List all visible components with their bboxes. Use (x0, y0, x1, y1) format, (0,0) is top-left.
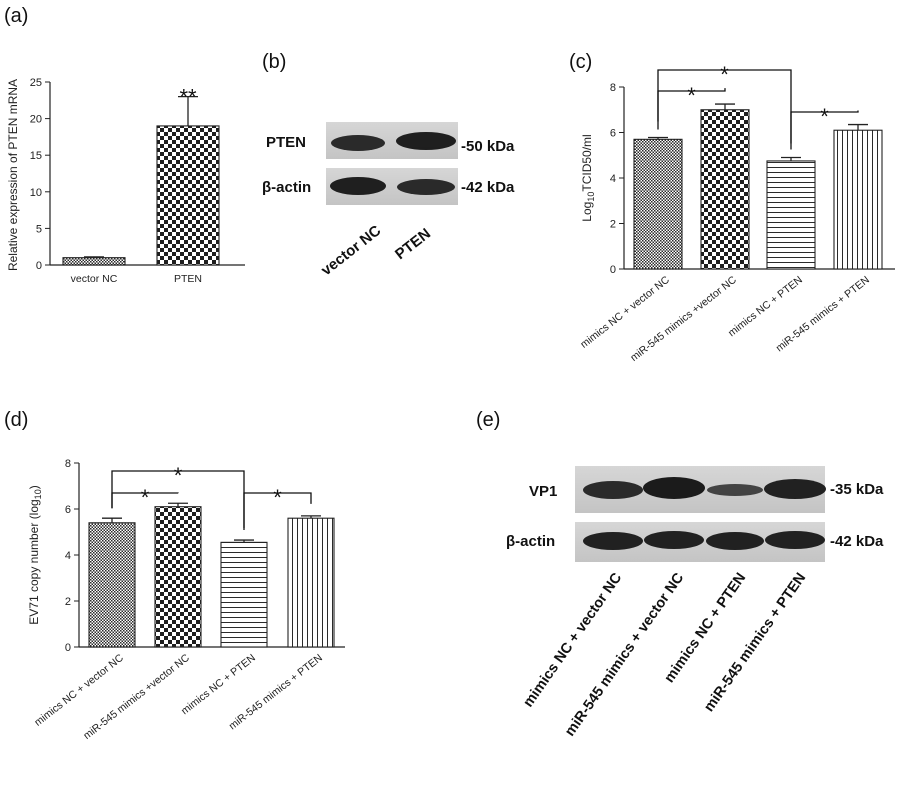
blot-b-actin-band-2 (397, 179, 455, 195)
category-label: miR-545 mimics +vector NC (81, 652, 192, 742)
blot-b-lane-label-pten: PTEN (392, 225, 434, 263)
bar (766, 160, 816, 270)
y-tick-label: 5 (36, 223, 42, 235)
blot-b-row-label-actin: β-actin (262, 179, 311, 196)
blot-b-kda-actin: -42 kDa (461, 179, 515, 196)
bar (154, 506, 202, 648)
panel-d-letter: (d) (4, 409, 28, 431)
blot-e-kda-actin: -42 kDa (830, 533, 884, 550)
significance-star: * (687, 83, 696, 108)
blot-e-actin-band-1 (583, 532, 643, 550)
y-tick-label: 4 (65, 550, 71, 562)
bar (700, 109, 750, 270)
y-tick-label: 25 (30, 77, 42, 89)
panel-e: (e) VP1 β-actin -35 kDa -42 kDa mimics N… (476, 409, 884, 739)
y-tick-label: 8 (65, 458, 71, 470)
blot-e-vp1-band-3 (707, 484, 763, 496)
y-tick-label: 4 (610, 173, 616, 185)
significance-star: * (820, 104, 829, 129)
bar (62, 257, 126, 266)
bar (220, 541, 268, 648)
blot-e-vp1-band-2 (643, 477, 705, 499)
blot-e-actin-band-4 (765, 531, 825, 549)
blot-b-kda-pten: -50 kDa (461, 138, 515, 155)
significance-star: * (141, 485, 150, 510)
blot-e-actin-band-3 (706, 532, 764, 550)
panel-c-y-axis-title: Log10TCID50/ml (580, 134, 596, 221)
bar (156, 125, 220, 266)
chart-a: 0 5 10 15 20 25 vector NC PTEN ** (30, 77, 245, 285)
significance-star: * (273, 485, 282, 510)
significance-bracket (790, 110, 859, 144)
blot-b-pten-band-2 (396, 132, 456, 150)
y-tick-label: 6 (610, 128, 616, 140)
bar (287, 517, 335, 648)
category-label: vector NC (71, 273, 118, 285)
significance-bracket (243, 492, 312, 529)
y-tick-label: 15 (30, 150, 42, 162)
panel-e-letter: (e) (476, 409, 500, 431)
panel-a: (a) Relative expression of PTEN mRNA 0 5 1… (4, 5, 245, 285)
blot-e-lane-label-4: miR-545 mimics + PTEN (701, 570, 809, 715)
significance-bracket (657, 69, 792, 150)
category-label: miR-545 mimics +vector NC (628, 274, 739, 364)
blot-b-pten-band-1 (331, 135, 385, 151)
blot-b-row-label-pten: PTEN (266, 134, 306, 151)
significance-star: * (720, 62, 729, 87)
y-tick-label: 2 (610, 219, 616, 231)
blot-e-vp1-band-4 (764, 479, 826, 499)
bar (633, 138, 683, 270)
y-tick-label: 0 (65, 642, 71, 654)
panel-d: (d) EV71 copy number (log10) 02468mimics… (4, 409, 345, 742)
y-tick-label: 6 (65, 504, 71, 516)
panel-c-letter: (c) (569, 51, 592, 73)
blot-e-row-label-actin: β-actin (506, 533, 555, 550)
blot-e-lane-label-2: miR-545 mimics + vector NC (562, 570, 688, 740)
y-tick-label: 10 (30, 187, 42, 199)
y-tick-label: 8 (610, 82, 616, 94)
y-tick-label: 20 (30, 114, 42, 126)
significance-label: ** (179, 85, 197, 110)
y-tick-label: 2 (65, 596, 71, 608)
panel-a-y-axis-title: Relative expression of PTEN mRNA (6, 79, 20, 271)
blot-e-vp1-band-1 (583, 481, 643, 499)
blot-b-lane-label-vector-nc: vector NC (318, 222, 384, 279)
bar (833, 129, 883, 270)
y-tick-label: 0 (610, 264, 616, 276)
bar (88, 522, 136, 648)
blot-e-kda-vp1: -35 kDa (830, 481, 884, 498)
blot-e-actin-band-2 (644, 531, 704, 549)
panel-a-letter: (a) (4, 5, 28, 27)
y-tick-label: 0 (36, 260, 42, 272)
blot-e-row-label-vp1: VP1 (529, 483, 557, 500)
panel-b-letter: (b) (262, 51, 286, 73)
blot-b-actin-band-1 (330, 177, 386, 195)
category-label: PTEN (174, 273, 202, 285)
panel-d-y-axis-title: EV71 copy number (log10) (27, 485, 43, 624)
panel-b: (b) PTEN β-actin -50 kDa -42 kDa vector … (262, 51, 515, 279)
significance-star: * (174, 463, 183, 488)
